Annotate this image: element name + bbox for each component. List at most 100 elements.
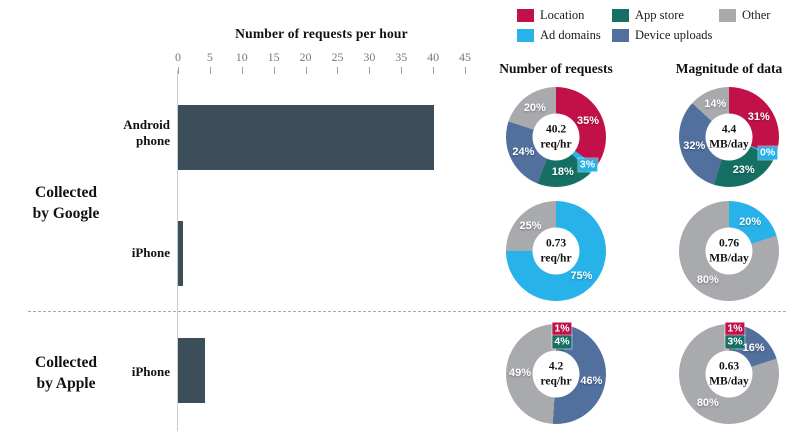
device-uploads-swatch-icon	[612, 29, 629, 42]
group-label-google: Collected by Google	[10, 182, 122, 224]
bar-chart-title: Number of requests per hour	[235, 26, 408, 41]
x-axis-tick-label: 15	[267, 50, 280, 64]
ad-domains-swatch-icon	[517, 29, 534, 42]
legend-label: Other	[742, 8, 771, 22]
donut-segment-label-device-uploads: 24%	[512, 146, 535, 159]
donut-segment-label-ad-domains: 75%	[570, 270, 593, 283]
x-axis-tick-mark	[178, 67, 179, 74]
donut-segment-badge-app-store: 3%	[725, 335, 745, 349]
bar-android-phone-collected-by-google	[178, 105, 435, 170]
donut-segment-label-device-uploads: 32%	[683, 140, 706, 153]
donut-center-value: 0.76	[718, 237, 740, 250]
group-label-apple: Collected by Apple	[10, 352, 122, 394]
donut-iphone-collected-by-google-number-of-requests: 75% 25% 0.73 req/hr	[506, 201, 606, 301]
donut-center-value: 40.2	[545, 123, 567, 136]
x-axis-tick-label: 25	[331, 50, 344, 64]
group-label-line: Collected	[35, 184, 97, 201]
bar-label-line: Android	[123, 117, 170, 132]
bar-label-line: phone	[136, 133, 170, 148]
legend-item-ad-domains: Ad domains	[517, 28, 612, 43]
donut-segment-label-ad-domains: 20%	[739, 215, 762, 228]
donut-segment-badge-app-store: 4%	[552, 335, 572, 349]
donut-segment-label-device-uploads: 46%	[580, 374, 603, 387]
donut-segment-badge-location: 1%	[725, 322, 745, 336]
donut-center-unit: req/hr	[540, 375, 572, 387]
donut-center-unit: req/hr	[540, 138, 572, 150]
donut-segment-label-other: 14%	[704, 97, 727, 110]
donut-center-value: 0.73	[545, 237, 567, 250]
donut-center-iphone-collected-by-google-number-of-requests: 0.73 req/hr	[532, 227, 580, 275]
donut-segment-badge-ad-domains: 0%	[758, 146, 778, 160]
donut-center-iphone-collected-by-google-magnitude-of-data: 0.76 MB/day	[705, 227, 753, 275]
bar-label-iphone-collected-by-apple: iPhone	[132, 364, 170, 380]
other-swatch-icon	[719, 9, 736, 22]
donut-segment-label-app-store: 23%	[732, 163, 755, 176]
legend-item-other: Other	[719, 8, 789, 23]
bar-label-line: iPhone	[131, 245, 170, 260]
donut-segment-label-other: 80%	[696, 397, 719, 410]
bar-label-iphone-collected-by-google: iPhone	[132, 245, 170, 261]
location-swatch-icon	[517, 9, 534, 22]
donut-segment-label-app-store: 18%	[551, 166, 574, 179]
x-axis-tick-label: 35	[395, 50, 408, 64]
x-axis-tick-mark	[369, 67, 371, 74]
bar-label-android-phone-collected-by-google: Android phone	[123, 117, 170, 149]
donut-segment-label-device-uploads: 16%	[742, 341, 765, 354]
x-axis-tick-label: 20	[299, 50, 312, 64]
donut-center-android-phone-number-of-requests: 40.2 req/hr	[532, 113, 580, 161]
donut-segment-label-location: 35%	[577, 114, 600, 127]
legend-item-app-store: App store	[612, 8, 719, 23]
x-axis-tick-mark	[241, 67, 243, 74]
requests-column-header: Number of requests	[499, 61, 613, 76]
donut-center-iphone-collected-by-apple-number-of-requests: 4.2 req/hr	[532, 350, 580, 398]
x-axis-tick-label: 10	[235, 50, 248, 64]
x-axis-tick-label: 5	[206, 50, 213, 64]
x-axis-tick-mark	[401, 67, 403, 74]
donut-center-unit: MB/day	[709, 138, 749, 150]
donut-segment-label-other: 25%	[519, 219, 542, 232]
bar-label-line: iPhone	[131, 364, 170, 379]
donut-segment-badge-ad-domains: 3%	[577, 158, 598, 172]
legend-label: Location	[540, 8, 585, 22]
group-label-line: by Google	[32, 205, 100, 222]
donut-center-iphone-collected-by-apple-magnitude-of-data: 0.63 MB/day	[705, 350, 753, 398]
donut-iphone-collected-by-apple-number-of-requests: 1% 4% 46% 49% 4.2 req/hr	[506, 322, 606, 424]
donut-center-unit: MB/day	[709, 375, 749, 387]
x-axis-tick-label: 40	[427, 50, 440, 64]
app-store-swatch-icon	[612, 9, 629, 22]
donut-center-android-phone-magnitude-of-data: 4.4 MB/day	[705, 113, 753, 161]
donut-android-phone-number-of-requests: 35% 3% 18% 24% 20% 40.2 req/hr	[506, 87, 606, 187]
donut-center-value: 4.4	[721, 123, 737, 136]
donut-android-phone-magnitude-of-data: 31% 0% 23% 32% 14% 4.4 MB/day	[679, 87, 779, 187]
donut-center-value: 4.2	[548, 360, 564, 373]
group-label-line: by Apple	[36, 375, 96, 392]
legend-label: Device uploads	[635, 28, 713, 42]
google-apple-divider	[28, 311, 786, 312]
donut-segment-badge-location: 1%	[552, 322, 572, 336]
legend: Location App store Other Ad domains Device u…	[517, 8, 789, 43]
bar-iphone-collected-by-apple	[178, 338, 205, 403]
donut-segment-label-other: 49%	[509, 366, 532, 379]
y-axis-line	[177, 70, 178, 431]
donut-center-value: 0.63	[718, 360, 740, 373]
x-axis-tick-mark	[433, 67, 435, 74]
x-axis-tick-label: 45	[459, 50, 471, 64]
donut-iphone-collected-by-google-magnitude-of-data: 20% 80% 0.76 MB/day	[679, 201, 779, 301]
x-axis-tick-label: 30	[363, 50, 376, 64]
donut-center-unit: req/hr	[540, 252, 572, 264]
x-axis-tick-label: 0	[175, 50, 181, 64]
donut-segment-label-other: 80%	[696, 274, 719, 287]
donut-center-unit: MB/day	[709, 252, 749, 264]
bar-iphone-collected-by-google	[178, 221, 183, 286]
legend-item-location: Location	[517, 8, 612, 23]
x-axis-tick-mark	[337, 67, 339, 74]
x-axis-tick-mark	[273, 67, 275, 74]
legend-item-device-uploads: Device uploads	[612, 28, 719, 43]
legend-label: Ad domains	[540, 28, 601, 42]
x-axis-tick-mark	[305, 67, 307, 74]
group-label-line: Collected	[35, 354, 97, 371]
donut-segment-label-location: 31%	[747, 110, 770, 123]
donut-iphone-collected-by-apple-magnitude-of-data: 1% 3% 16% 80% 0.63 MB/day	[679, 322, 779, 424]
legend-label: App store	[635, 8, 684, 22]
